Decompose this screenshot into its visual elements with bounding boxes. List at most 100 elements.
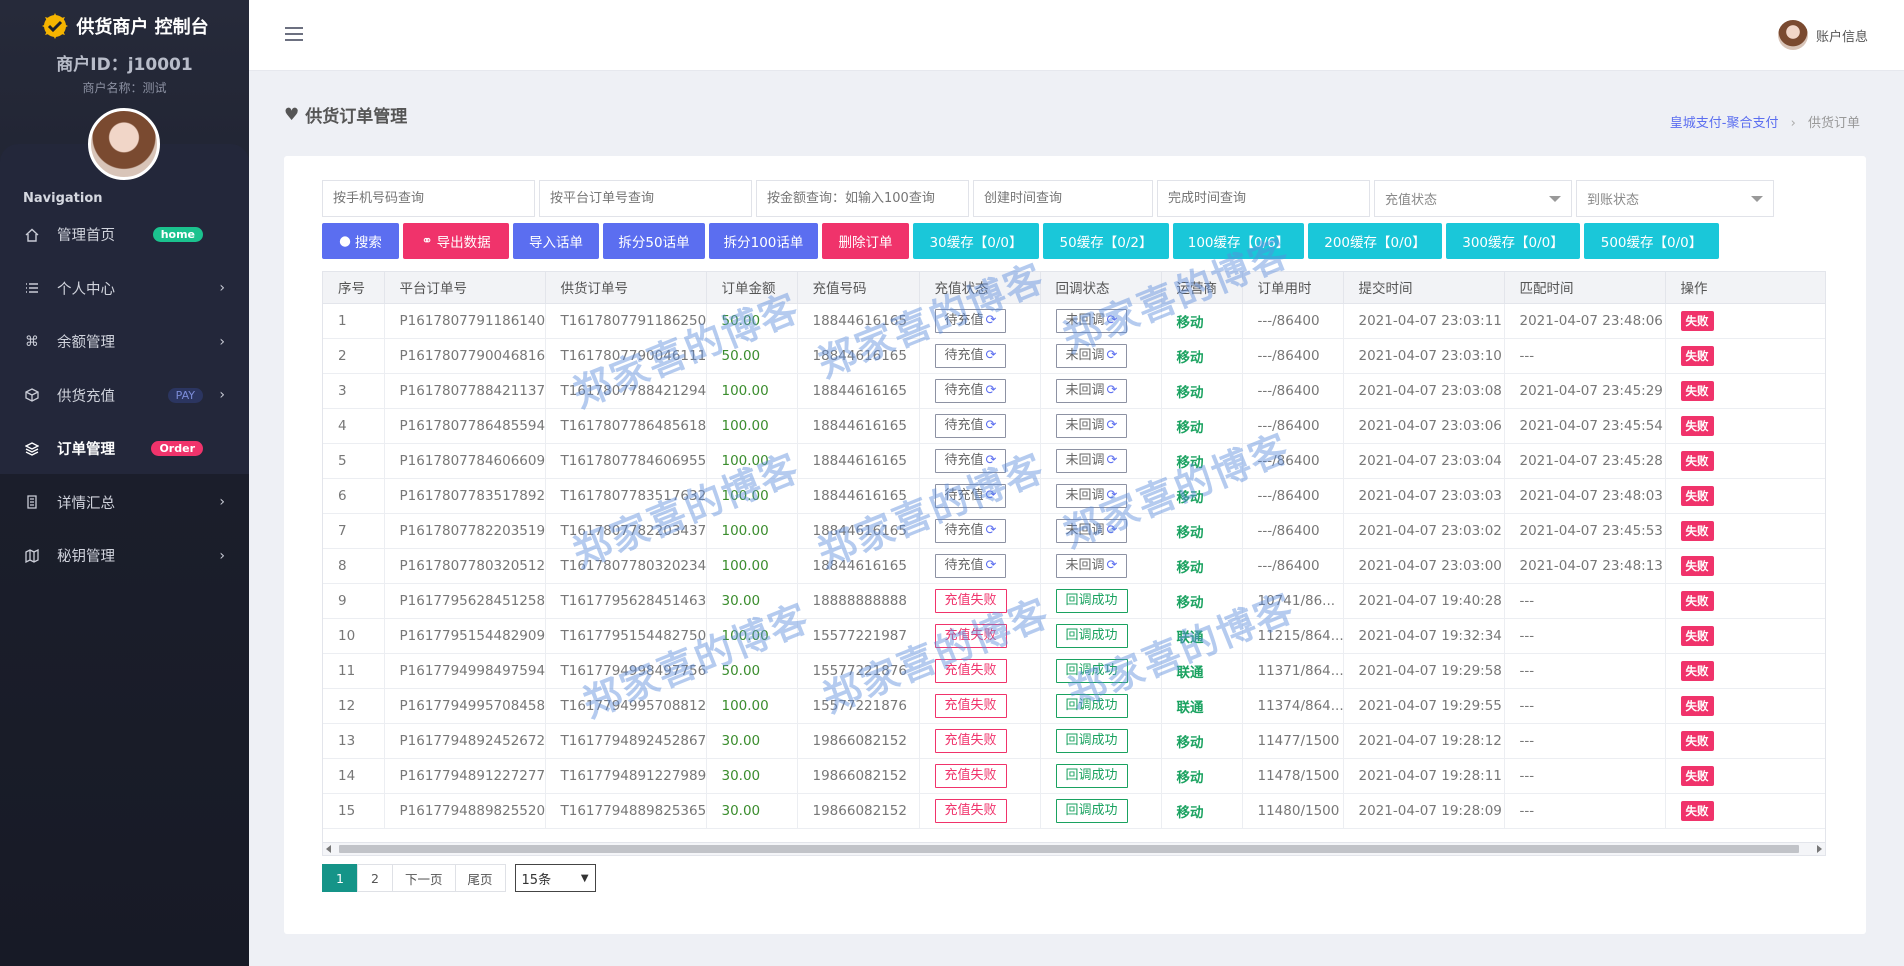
callback-status-badge[interactable]: 未回调 ⟳ xyxy=(1055,308,1128,333)
split100-button[interactable]: 拆分100话单 xyxy=(709,223,818,259)
table-cell: 1 xyxy=(323,303,385,339)
fail-action-button[interactable]: 失败 xyxy=(1680,345,1714,366)
page-size-select[interactable]: 15条 ▼ xyxy=(514,864,596,892)
table-cell: 联通 xyxy=(1161,688,1243,724)
table-cell: 10741/86... xyxy=(1242,583,1344,619)
recharge-status-badge[interactable]: 待充值 ⟳ xyxy=(934,343,1007,368)
callback-status-badge[interactable]: 回调成功 xyxy=(1055,693,1128,718)
delete-order-button[interactable]: 删除订单 xyxy=(822,223,909,259)
recharge-status-badge[interactable]: 充值失败 xyxy=(934,693,1007,718)
chevron-down-icon xyxy=(1549,195,1561,202)
recharge-status-badge[interactable]: 待充值 ⟳ xyxy=(934,483,1007,508)
cache100-button[interactable]: 100缓存【0/6】 xyxy=(1173,223,1304,259)
fail-action-button[interactable]: 失败 xyxy=(1680,660,1714,681)
table-cell: 2021-04-07 19:28:09 xyxy=(1343,793,1505,829)
fail-action-button[interactable]: 失败 xyxy=(1680,590,1714,611)
table-cell: 2021-04-07 23:03:04 xyxy=(1343,443,1505,479)
scrollbar-thumb[interactable] xyxy=(339,845,1799,853)
finish-time-input[interactable] xyxy=(1157,180,1370,217)
recharge-status-badge[interactable]: 待充值 ⟳ xyxy=(934,308,1007,333)
scroll-left-icon[interactable] xyxy=(326,845,331,853)
column-header: 回调状态 xyxy=(1040,272,1162,304)
callback-status-badge[interactable]: 未回调 ⟳ xyxy=(1055,448,1128,473)
callback-status-badge[interactable]: 回调成功 xyxy=(1055,588,1128,613)
callback-status-badge[interactable]: 回调成功 xyxy=(1055,798,1128,823)
cache500-button[interactable]: 500缓存【0/0】 xyxy=(1584,223,1719,259)
fail-action-button[interactable]: 失败 xyxy=(1680,415,1714,436)
nav-item-home[interactable]: 管理首页 home xyxy=(0,208,249,262)
export-button[interactable]: ⚭ 导出数据 xyxy=(403,223,509,259)
cache200-button[interactable]: 200缓存【0/0】 xyxy=(1308,223,1442,259)
callback-status-badge[interactable]: 回调成功 xyxy=(1055,728,1128,753)
callback-status-badge[interactable]: 回调成功 xyxy=(1055,763,1128,788)
nav-item-summary[interactable]: 详情汇总 › xyxy=(0,476,249,530)
callback-status-badge[interactable]: 回调成功 xyxy=(1055,623,1128,648)
fail-action-button[interactable]: 失败 xyxy=(1680,555,1714,576)
horizontal-scrollbar[interactable] xyxy=(322,843,1826,856)
table-cell: P1617807780320512 xyxy=(384,548,546,584)
menu-toggle-icon[interactable] xyxy=(285,27,303,41)
breadcrumb-link[interactable]: 皇城支付-聚合支付 xyxy=(1669,116,1779,131)
cache30-button[interactable]: 30缓存【0/0】 xyxy=(913,223,1039,259)
callback-status-badge[interactable]: 未回调 ⟳ xyxy=(1055,378,1128,403)
page-1-button[interactable]: 1 xyxy=(322,864,358,892)
fail-action-button[interactable]: 失败 xyxy=(1680,765,1714,786)
account-menu[interactable]: 账户信息 xyxy=(1777,20,1868,50)
recharge-status-badge[interactable]: 待充值 ⟳ xyxy=(934,553,1007,578)
cache50-button[interactable]: 50缓存【0/2】 xyxy=(1043,223,1169,259)
recharge-status-badge[interactable]: 充值失败 xyxy=(934,798,1007,823)
callback-status-badge[interactable]: 未回调 ⟳ xyxy=(1055,413,1128,438)
fail-action-button[interactable]: 失败 xyxy=(1680,380,1714,401)
cache300-button[interactable]: 300缓存【0/0】 xyxy=(1446,223,1580,259)
settle-status-select[interactable]: 到账状态 xyxy=(1576,180,1774,217)
status-cell: 回调成功 xyxy=(1040,653,1162,689)
recharge-status-select[interactable]: 充值状态 xyxy=(1374,180,1572,217)
table-cell: 2021-04-07 19:28:12 xyxy=(1343,723,1505,759)
fail-action-button[interactable]: 失败 xyxy=(1680,730,1714,751)
callback-status-badge[interactable]: 回调成功 xyxy=(1055,658,1128,683)
recharge-status-badge[interactable]: 待充值 ⟳ xyxy=(934,413,1007,438)
pagination: 1 2 下一页 尾页 15条 ▼ xyxy=(322,864,596,892)
page-2-button[interactable]: 2 xyxy=(357,864,393,892)
nav-item-balance[interactable]: ⌘ 余额管理 › xyxy=(0,315,249,369)
fail-action-button[interactable]: 失败 xyxy=(1680,450,1714,471)
recharge-status-badge[interactable]: 待充值 ⟳ xyxy=(934,448,1007,473)
scroll-right-icon[interactable] xyxy=(1817,845,1822,853)
recharge-status-badge[interactable]: 充值失败 xyxy=(934,658,1007,683)
table-cell: 50.00 xyxy=(706,303,798,339)
fail-action-button[interactable]: 失败 xyxy=(1680,485,1714,506)
recharge-status-badge[interactable]: 充值失败 xyxy=(934,623,1007,648)
fail-action-button[interactable]: 失败 xyxy=(1680,310,1714,331)
callback-status-badge[interactable]: 未回调 ⟳ xyxy=(1055,483,1128,508)
create-time-input[interactable] xyxy=(973,180,1153,217)
next-page-button[interactable]: 下一页 xyxy=(392,864,456,892)
platform-order-search-input[interactable] xyxy=(539,180,752,217)
fail-action-button[interactable]: 失败 xyxy=(1680,800,1714,821)
recharge-status-badge[interactable]: 待充值 ⟳ xyxy=(934,378,1007,403)
nav-item-recharge[interactable]: 供货充值 PAY › xyxy=(0,369,249,423)
sidebar: 供货商户 控制台 商户ID：j10001 商户名称：测试 Navigation … xyxy=(0,0,249,966)
nav-item-orders[interactable]: 订单管理 Order xyxy=(0,422,249,476)
amount-search-input[interactable] xyxy=(756,180,969,217)
table-cell: 2021-04-07 23:45:53 xyxy=(1504,513,1666,549)
split50-button[interactable]: 拆分50话单 xyxy=(603,223,705,259)
callback-status-badge[interactable]: 未回调 ⟳ xyxy=(1055,553,1128,578)
phone-search-input[interactable] xyxy=(322,180,535,217)
recharge-status-badge[interactable]: 充值失败 xyxy=(934,763,1007,788)
callback-status-badge[interactable]: 未回调 ⟳ xyxy=(1055,518,1128,543)
search-button[interactable]: ● 搜索 xyxy=(322,223,399,259)
recharge-status-badge[interactable]: 充值失败 xyxy=(934,728,1007,753)
nav-item-profile[interactable]: 个人中心 › xyxy=(0,262,249,316)
fail-action-button[interactable]: 失败 xyxy=(1680,695,1714,716)
nav-item-keys[interactable]: 秘钥管理 › xyxy=(0,529,249,583)
callback-status-badge[interactable]: 未回调 ⟳ xyxy=(1055,343,1128,368)
table-cell: 3 xyxy=(323,373,385,409)
recharge-status-badge[interactable]: 充值失败 xyxy=(934,588,1007,613)
chevron-down-icon xyxy=(1751,195,1763,202)
avatar[interactable] xyxy=(88,108,160,180)
recharge-status-badge[interactable]: 待充值 ⟳ xyxy=(934,518,1007,543)
last-page-button[interactable]: 尾页 xyxy=(454,864,506,892)
import-button[interactable]: 导入话单 xyxy=(513,223,599,259)
fail-action-button[interactable]: 失败 xyxy=(1680,520,1714,541)
fail-action-button[interactable]: 失败 xyxy=(1680,625,1714,646)
